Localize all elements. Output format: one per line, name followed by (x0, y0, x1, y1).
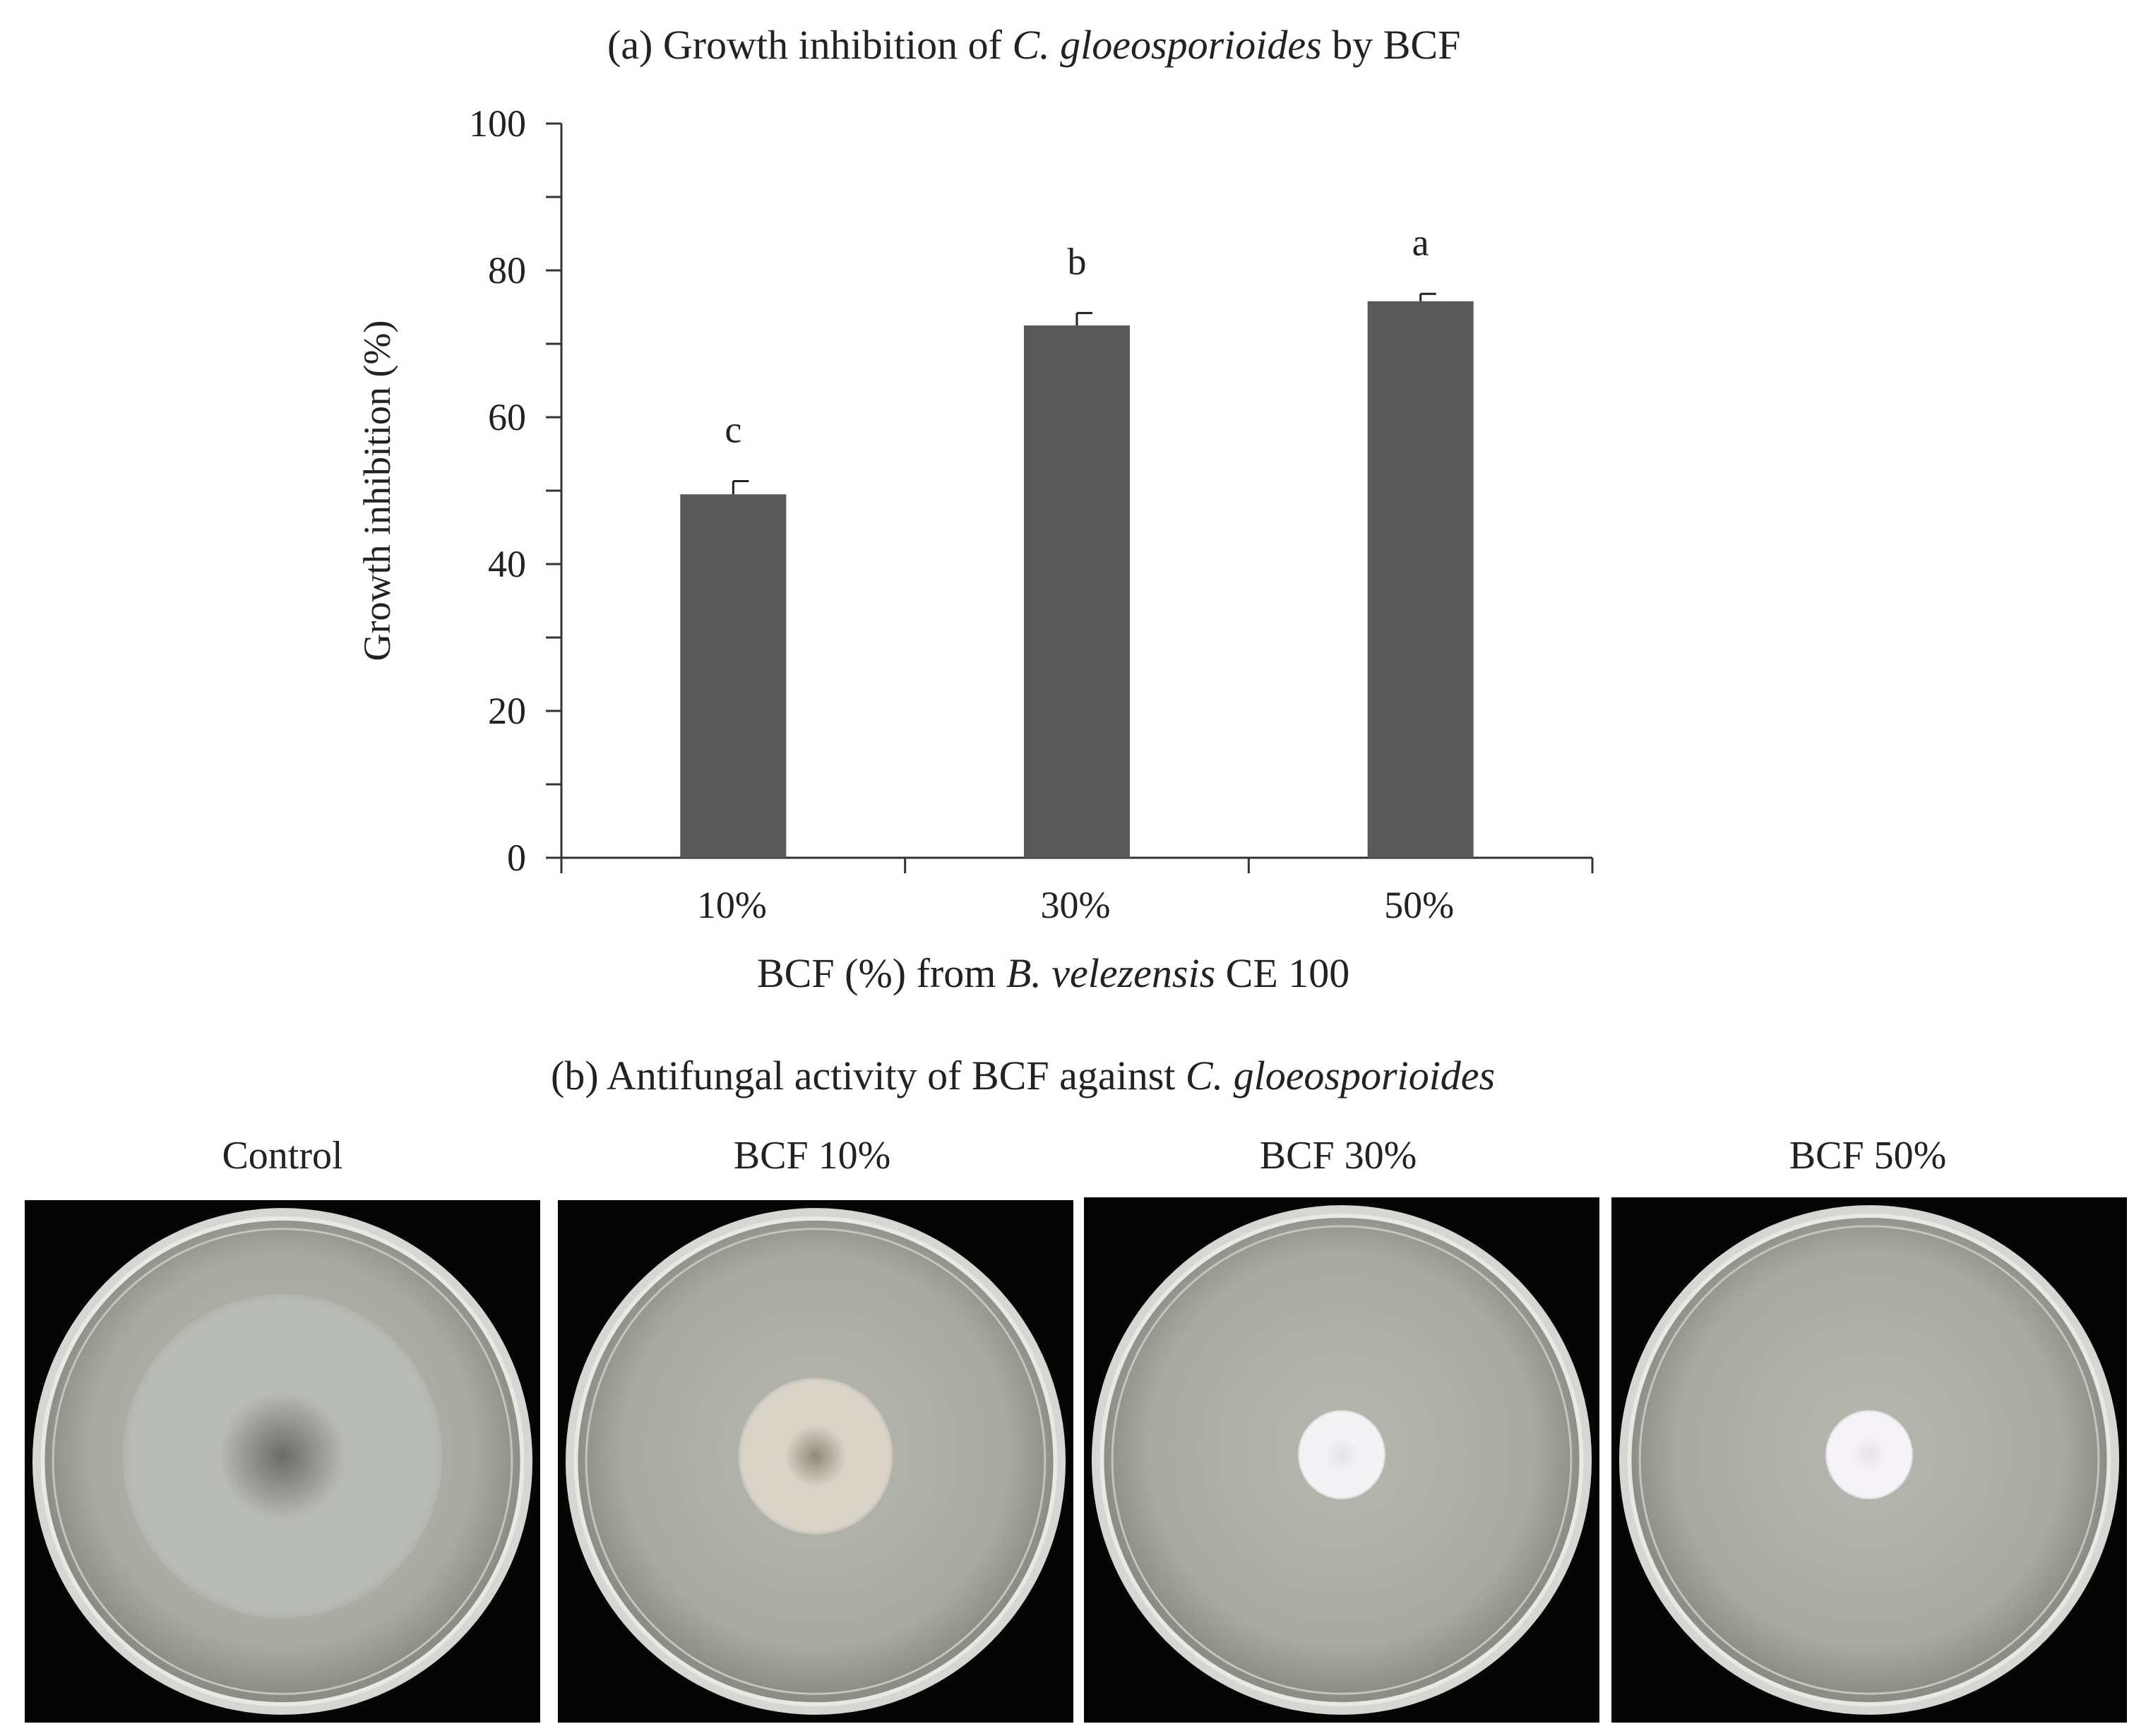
x-tick-label: 30% (1041, 884, 1111, 926)
plate-title-bcf-30: BCF 30% (1259, 1134, 1417, 1178)
fungal-colony (738, 1377, 893, 1535)
plate-title-control: Control (222, 1134, 343, 1178)
petri-plate-bcf-10 (558, 1200, 1073, 1723)
y-tick-label: 20 (488, 690, 526, 732)
bar-chart: 0 20 40 60 80 100 Growth inhibition (%) c 10% b 30… (356, 102, 1594, 926)
fungal-colony (1825, 1410, 1914, 1499)
significance-letter: c (725, 408, 741, 450)
y-tick-label: 60 (488, 396, 526, 438)
fungal-colony (122, 1294, 443, 1618)
plate-title-bcf-50: BCF 50% (1789, 1134, 1947, 1178)
dish-inner-edge (1638, 1225, 2100, 1695)
dish-inner-edge (585, 1228, 1047, 1695)
petri-plate-bcf-30 (1084, 1197, 1599, 1723)
y-tick-label: 0 (507, 837, 526, 879)
bar-10 (680, 494, 787, 858)
significance-letter: a (1412, 221, 1429, 263)
panel-a-title: (a) Growth inhibition of C. gloeosporioi… (607, 22, 1461, 68)
x-tick-label: 50% (1384, 884, 1454, 926)
x-axis-label: BCF (%) from B. velezensis CE 100 (757, 950, 1350, 996)
dish-inner-edge (1111, 1225, 1573, 1695)
y-tick-label: 80 (488, 249, 526, 292)
petri-plate-control (25, 1200, 540, 1723)
petri-plate-bcf-50 (1611, 1197, 2127, 1723)
x-tick-label: 10% (697, 884, 767, 926)
y-tick-label: 100 (469, 102, 526, 145)
y-tick-label: 40 (488, 543, 526, 585)
dish-inner-edge (52, 1228, 513, 1695)
significance-letter: b (1068, 240, 1087, 282)
plate-title-bcf-10: BCF 10% (733, 1134, 891, 1178)
bar-50 (1367, 301, 1474, 858)
fungal-colony (1297, 1410, 1386, 1499)
panel-b-title: (b) Antifungal activity of BCF against C… (551, 1053, 1496, 1099)
bar-30 (1024, 325, 1130, 858)
y-axis-label: Growth inhibition (%) (356, 321, 398, 662)
